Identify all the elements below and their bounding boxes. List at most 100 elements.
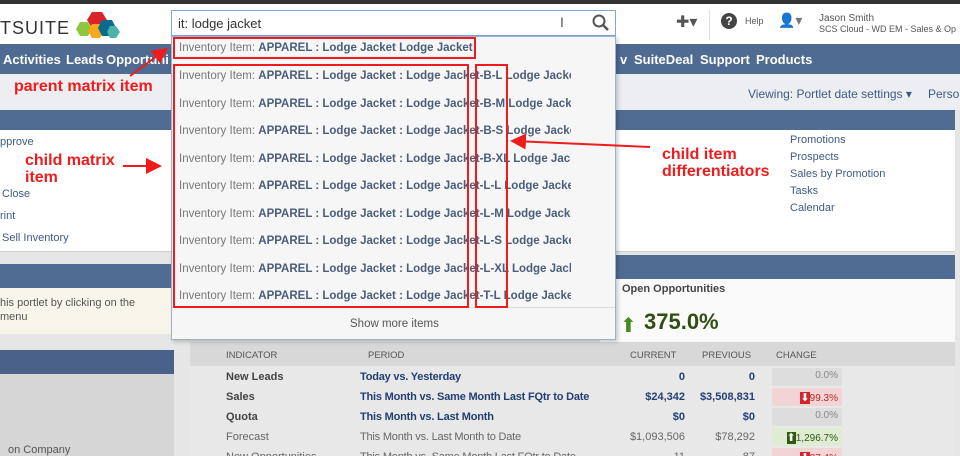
- search-icon[interactable]: [592, 14, 610, 32]
- current-value: 0: [678, 371, 685, 383]
- col-change: CHANGE: [776, 350, 817, 361]
- link-prospects[interactable]: Prospects: [790, 151, 839, 163]
- period-link[interactable]: This Month vs. Same Month Last FQtr to D…: [360, 391, 590, 403]
- trend-down-icon: ⬇: [800, 452, 810, 456]
- nav-leads[interactable]: Leads: [66, 52, 104, 67]
- kpi-portlet-header: [600, 255, 955, 279]
- current-value: $24,342: [645, 391, 685, 403]
- change-badge: ⬇87.4%: [772, 448, 842, 456]
- suggestion-child-item[interactable]: Inventory Item: APPAREL : Lodge Jacket :…: [179, 208, 571, 220]
- col-indicator: INDICATOR: [226, 350, 278, 361]
- annotation-differentiators: child item differentiators: [662, 146, 770, 180]
- period-link[interactable]: This Month vs. Last Month: [360, 411, 494, 423]
- indicator: New Leads: [226, 371, 284, 383]
- viewing-dropdown[interactable]: Viewing: Portlet date settings ▾: [748, 87, 912, 101]
- item-type: Inventory Item:: [179, 207, 259, 220]
- item-name: APPAREL : Lodge Jacket : Lodge Jacket-B-…: [258, 70, 571, 82]
- item-type: Inventory Item:: [179, 125, 259, 137]
- annotation-child: child matrix item: [25, 152, 115, 186]
- indicator: Quota: [226, 411, 258, 423]
- nav-support[interactable]: Support: [700, 52, 750, 67]
- current-value: $0: [672, 411, 685, 423]
- item-name: APPAREL : Lodge Jacket : Lodge Jacket-T-…: [258, 290, 571, 302]
- change-value: 0.0%: [815, 370, 838, 381]
- company-text: on Company: [8, 444, 71, 456]
- kpi-headline: 375.0%: [644, 309, 719, 334]
- link-sales-by-promotion[interactable]: Sales by Promotion: [790, 168, 886, 180]
- link-promotions[interactable]: Promotions: [790, 134, 846, 146]
- previous-value: 0: [748, 371, 755, 383]
- period-link[interactable]: This Month vs. Last Month to Date: [360, 431, 521, 443]
- item-type: Inventory Item:: [179, 290, 259, 302]
- suggestion-child-item[interactable]: Inventory Item: APPAREL : Lodge Jacket :…: [179, 125, 571, 137]
- left-portlet-header: [0, 264, 172, 288]
- link-calendar[interactable]: Calendar: [790, 202, 835, 214]
- period-link[interactable]: This Month vs. Same Month Last FQtr to D…: [360, 451, 576, 456]
- link-approve[interactable]: pprove: [0, 136, 34, 148]
- search-input[interactable]: [178, 12, 558, 34]
- user-role: SCS Cloud - WD EM - Sales & Op: [819, 24, 957, 34]
- indicator: Forecast: [226, 431, 269, 443]
- link-sell-inventory[interactable]: Sell Inventory: [2, 232, 69, 244]
- help-link[interactable]: Help: [745, 16, 764, 26]
- previous-value: $0: [742, 411, 755, 423]
- change-badge: ⬆1,296.7%: [772, 428, 842, 446]
- global-search[interactable]: I: [171, 10, 616, 36]
- item-name: APPAREL : Lodge Jacket : Lodge Jacket-L-…: [258, 207, 571, 220]
- change-badge: 0.0%: [772, 408, 842, 426]
- item-name: APPAREL : Lodge Jacket : Lodge Jacket-L-…: [258, 262, 571, 275]
- nav-suitedeal[interactable]: SuiteDeal: [634, 52, 694, 67]
- suggestion-child-item[interactable]: Inventory Item: APPAREL : Lodge Jacket :…: [179, 98, 571, 110]
- show-more-items[interactable]: Show more items: [350, 318, 439, 330]
- item-type: Inventory Item:: [179, 42, 259, 54]
- indicator: Sales: [226, 391, 255, 403]
- kpi-row: Forecast This Month vs. Last Month to Da…: [190, 428, 955, 448]
- suggestion-child-item[interactable]: Inventory Item: APPAREL : Lodge Jacket :…: [179, 180, 571, 192]
- previous-value: 87: [743, 451, 755, 456]
- text-cursor-icon: I: [560, 14, 564, 30]
- user-name[interactable]: Jason Smith: [819, 13, 875, 24]
- col-current: CURRENT: [630, 350, 677, 361]
- item-name: APPAREL : Lodge Jacket Lodge Jacket: [258, 42, 473, 54]
- previous-value: $78,292: [715, 431, 755, 443]
- trend-up-icon: ⬆: [786, 432, 796, 444]
- suggestion-child-item[interactable]: Inventory Item: APPAREL : Lodge Jacket :…: [179, 70, 571, 82]
- left-portlet2: on Company: [0, 374, 174, 456]
- item-type: Inventory Item:: [179, 70, 259, 82]
- nav-products[interactable]: Products: [756, 52, 813, 67]
- suggestion-child-item[interactable]: Inventory Item: APPAREL : Lodge Jacket :…: [179, 263, 571, 275]
- user-avatar-icon[interactable]: 👤▾: [778, 12, 803, 28]
- nav-activities[interactable]: Activities: [3, 52, 61, 67]
- suggestion-child-item[interactable]: Inventory Item: APPAREL : Lodge Jacket :…: [179, 290, 571, 302]
- previous-value: $3,508,831: [699, 391, 755, 403]
- help-icon[interactable]: ?: [721, 13, 737, 29]
- suggestion-child-item[interactable]: Inventory Item: APPAREL : Lodge Jacket :…: [179, 153, 571, 165]
- change-value: 99.3%: [809, 393, 838, 404]
- child-highlight-box: [173, 64, 469, 308]
- link-close[interactable]: Close: [2, 188, 31, 200]
- current-value: $1,093,506: [629, 431, 685, 443]
- suggestion-parent-item[interactable]: Inventory Item: APPAREL : Lodge Jacket L…: [179, 42, 571, 54]
- period-link[interactable]: Today vs. Yesterday: [360, 371, 461, 383]
- kpi-row: New Leads Today vs. Yesterday 0 0 0.0%: [190, 368, 955, 388]
- company-logo: [76, 12, 120, 38]
- suggestion-child-item[interactable]: Inventory Item: APPAREL : Lodge Jacket :…: [179, 235, 571, 247]
- change-value: 1,296.7%: [795, 433, 838, 444]
- change-badge: 0.0%: [772, 368, 842, 386]
- create-new-icon[interactable]: ✚▾: [676, 14, 698, 31]
- kpi-row: Sales This Month vs. Same Month Last FQt…: [190, 388, 955, 408]
- viewing-label: Viewing: Portlet date settings: [748, 87, 903, 101]
- nav-partial[interactable]: v: [620, 52, 628, 67]
- current-value: 11: [674, 451, 685, 456]
- top-strip: [0, 0, 960, 4]
- kpi-summary: Open Opportunities ⬆ 375.0%: [600, 279, 955, 342]
- link-tasks[interactable]: Tasks: [790, 185, 819, 197]
- differentiator-highlight-box: [475, 64, 508, 308]
- personalize-link[interactable]: Perso: [928, 87, 960, 101]
- caret-down-icon: ▾: [905, 87, 912, 101]
- link-print[interactable]: rint: [0, 210, 16, 222]
- col-previous: PREVIOUS: [702, 350, 752, 361]
- arrow-up-icon: ⬆: [620, 315, 637, 337]
- indicator: New Opportunities: [226, 451, 317, 456]
- change-value: 87.4%: [810, 453, 838, 456]
